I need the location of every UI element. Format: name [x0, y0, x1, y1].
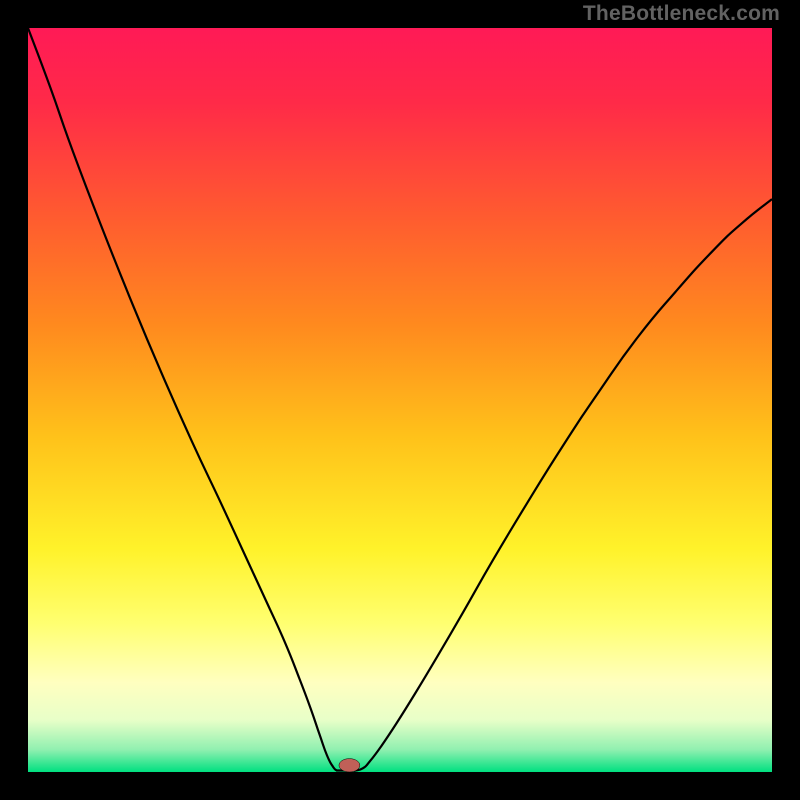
plot-area [28, 28, 772, 772]
optimal-point-marker [339, 759, 360, 772]
watermark-label: TheBottleneck.com [583, 2, 780, 26]
gradient-background [28, 28, 772, 772]
chart-frame: TheBottleneck.com [0, 0, 800, 800]
bottleneck-chart [28, 28, 772, 772]
